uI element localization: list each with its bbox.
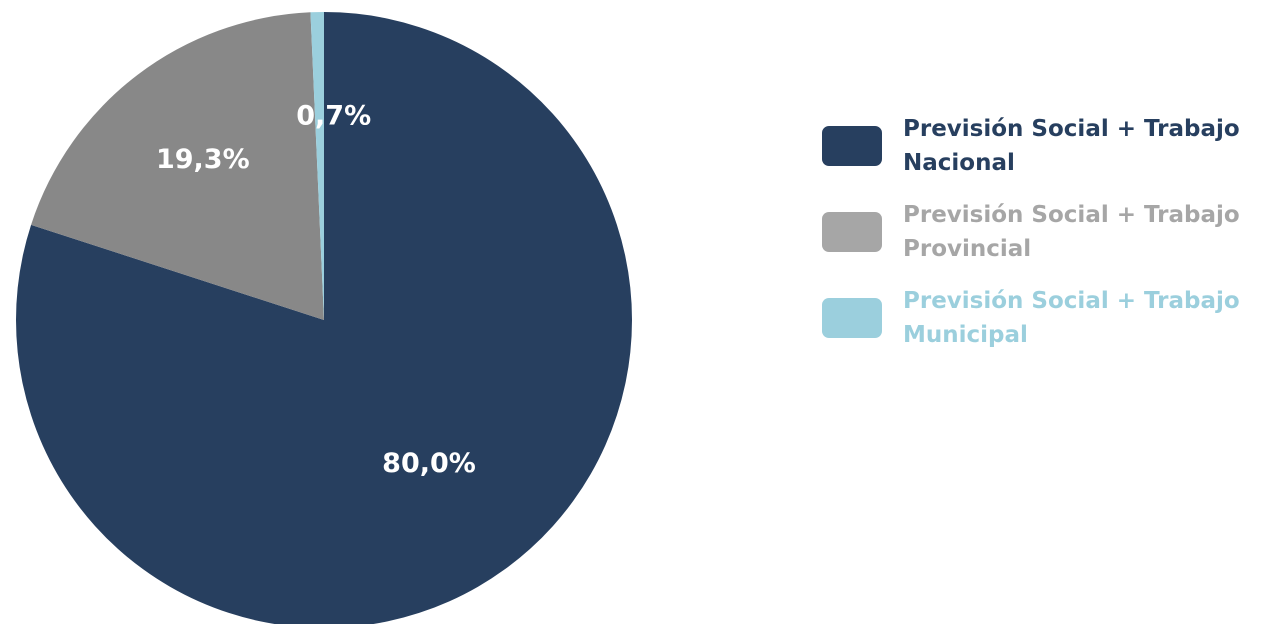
chart-legend: Previsión Social + Trabajo Nacional Prev… — [822, 112, 1267, 370]
legend-item-provincial: Previsión Social + Trabajo Provincial — [822, 198, 1267, 266]
pie-slice-nacional — [16, 12, 632, 624]
slice-label-provincial: 19,3% — [156, 144, 250, 175]
legend-swatch-provincial — [822, 212, 882, 252]
legend-label-municipal: Previsión Social + Trabajo Municipal — [903, 288, 1240, 348]
legend-swatch-nacional — [822, 126, 882, 166]
legend-item-nacional: Previsión Social + Trabajo Nacional — [822, 112, 1267, 180]
slice-label-municipal: 0,7% — [296, 100, 371, 131]
pie-slice-municipal — [310, 12, 324, 320]
legend-label-nacional: Previsión Social + Trabajo Nacional — [903, 116, 1240, 176]
legend-swatch-municipal — [822, 298, 882, 338]
legend-label-provincial: Previsión Social + Trabajo Provincial — [903, 202, 1240, 262]
pie-slice-provincial — [31, 12, 325, 321]
legend-item-municipal: Previsión Social + Trabajo Municipal — [822, 284, 1267, 352]
slice-label-nacional: 80,0% — [382, 448, 476, 479]
pie-chart: 80,0% 19,3% 0,7% — [16, 12, 632, 624]
